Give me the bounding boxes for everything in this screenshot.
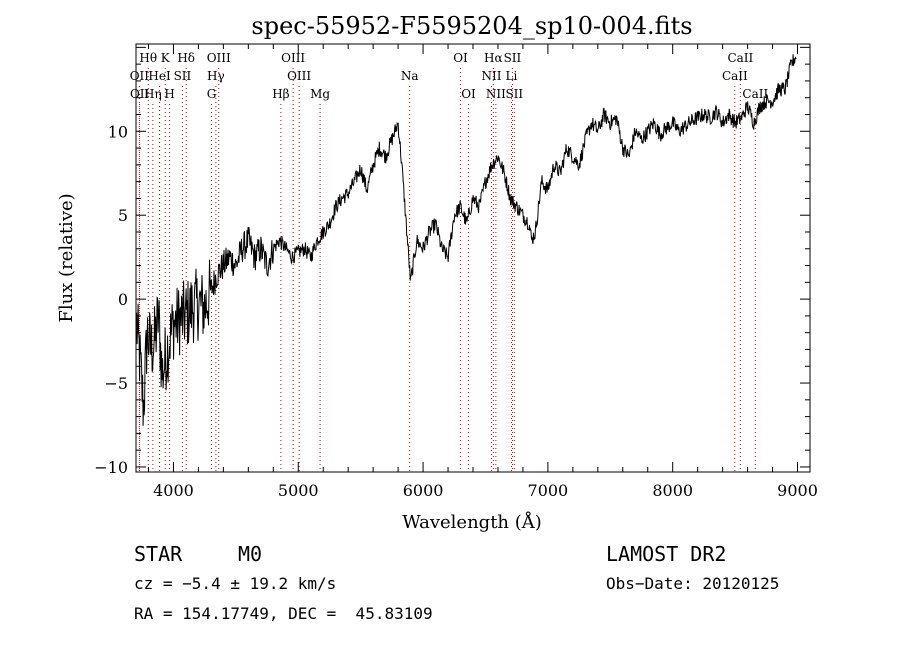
- line-marker-label: NII: [486, 87, 506, 101]
- x-tick-label: 7000: [528, 481, 569, 500]
- object-type: STAR: [134, 542, 183, 566]
- line-marker-label: Hβ: [272, 87, 289, 101]
- spectrum-series: [136, 54, 797, 426]
- observation-date: Obs−Date: 20120125: [606, 574, 780, 593]
- line-marker-label: OII: [130, 87, 150, 101]
- line-marker-label: OIII: [207, 51, 231, 65]
- line-marker-label: Na: [401, 69, 419, 83]
- y-tick-label: 0: [118, 290, 128, 309]
- line-marker-label: K: [161, 51, 171, 65]
- plot-frame: [135, 43, 811, 473]
- line-marker-label: CaII: [727, 51, 753, 65]
- y-tick-label: 10: [108, 122, 128, 141]
- line-marker-label: CaII: [722, 69, 748, 83]
- line-marker-label: Hθ: [139, 51, 157, 65]
- y-tick-label: 5: [118, 206, 128, 225]
- x-tick-label: 5000: [278, 481, 319, 500]
- coordinates: RA = 154.17749, DEC = 45.83109: [134, 604, 433, 623]
- line-marker-label: Li: [506, 69, 518, 83]
- line-marker-label: SII: [504, 51, 522, 65]
- line-marker-label: NII: [481, 69, 501, 83]
- y-tick-label: −10: [94, 458, 128, 477]
- line-marker-label: OIII: [281, 51, 305, 65]
- line-marker-label: Mg: [310, 87, 330, 101]
- line-marker-label: OIII: [287, 69, 311, 83]
- line-marker-label: SII: [174, 69, 192, 83]
- line-marker-label: Hγ: [207, 69, 225, 83]
- line-marker-label: Hδ: [177, 51, 195, 65]
- line-marker-label: HeI: [148, 69, 171, 83]
- line-marker-label: Hα: [484, 51, 503, 65]
- y-axis-label: Flux (relative): [56, 193, 77, 322]
- chart-title: spec-55952-F5595204_sp10-004.fits: [251, 12, 692, 40]
- line-marker-label: G: [207, 87, 217, 101]
- line-marker-label: Hη: [144, 87, 162, 101]
- x-axis: 4000 5000 6000 7000 8000 9000: [147, 44, 818, 500]
- line-marker-label: H: [164, 87, 174, 101]
- x-tick-label: 4000: [153, 481, 194, 500]
- redshift-cz: cz = −5.4 ± 19.2 km/s: [134, 574, 337, 593]
- x-tick-label: 9000: [777, 481, 818, 500]
- line-marker-label: OI: [461, 87, 476, 101]
- spectral-subclass: M0: [238, 542, 263, 566]
- line-marker-label: OI: [453, 51, 468, 65]
- x-axis-label: Wavelength (Å): [402, 511, 542, 533]
- spectrum-line: [136, 54, 797, 426]
- x-tick-label: 6000: [403, 481, 444, 500]
- line-marker-label: CaII: [742, 87, 768, 101]
- line-marker-label: SII: [505, 87, 523, 101]
- emission-line-markers: [138, 68, 756, 472]
- y-axis: −10 −5 0 5 10: [94, 46, 810, 477]
- survey-name: LAMOST DR2: [606, 542, 727, 566]
- x-tick-label: 8000: [652, 481, 693, 500]
- line-marker-label: OII: [130, 69, 150, 83]
- y-tick-label: −5: [104, 374, 128, 393]
